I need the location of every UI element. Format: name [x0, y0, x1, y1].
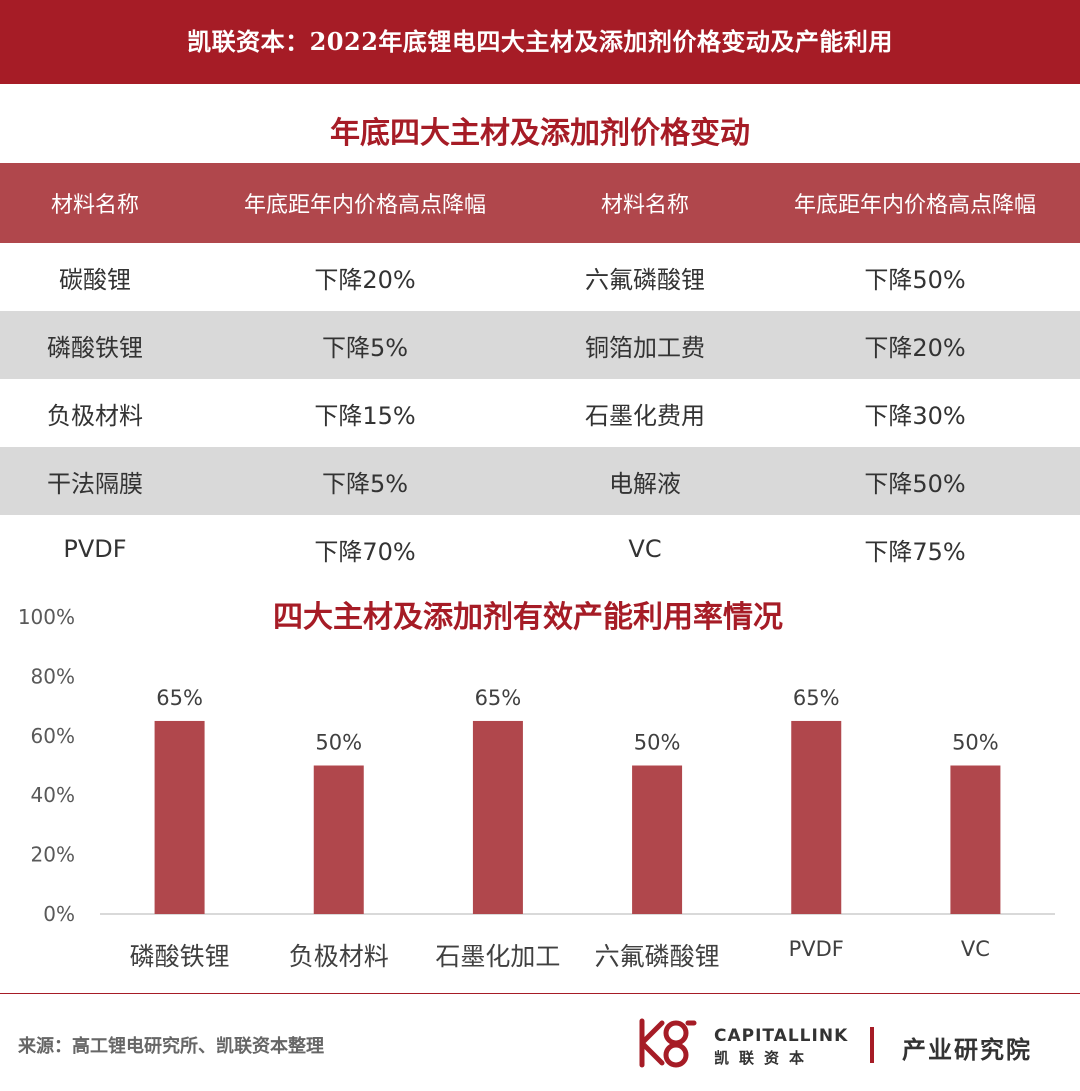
- column-header: 年底距年内价格高点降幅: [190, 163, 540, 243]
- source-note: 来源：高工锂电研究所、凯联资本整理: [18, 1036, 324, 1057]
- x-tick-label: PVDF: [789, 937, 844, 961]
- y-tick-label: 80%: [31, 664, 75, 688]
- header-banner: 凯联资本：2022年底锂电四大主材及添加剂价格变动及产能利用: [0, 0, 1080, 84]
- y-tick-label: 0%: [43, 902, 75, 926]
- table-cell: PVDF: [63, 535, 127, 563]
- table-cell: 下降5%: [190, 311, 540, 379]
- bar: [950, 765, 1001, 914]
- bar: [313, 765, 364, 914]
- table-cell: 磷酸铁锂: [0, 311, 190, 379]
- table-cell: 电解液: [540, 447, 750, 515]
- bar: [472, 720, 523, 914]
- institute-name: 产业研究院: [902, 1035, 1032, 1064]
- x-tick-label: 石墨化加工: [435, 942, 560, 971]
- x-tick-label: 磷酸铁锂: [130, 942, 230, 971]
- capitallink-logo-icon: [639, 1018, 697, 1068]
- table-cell: 干法隔膜: [0, 447, 190, 515]
- column-header: 材料名称: [540, 163, 750, 243]
- table-cell: VC: [628, 535, 662, 563]
- bar: [154, 720, 205, 914]
- table-cell: 下降75%: [864, 537, 966, 566]
- data-label: 50%: [952, 731, 999, 755]
- y-tick-label: 20%: [31, 843, 75, 867]
- table-cell: 铜箔加工费: [540, 311, 750, 379]
- table-header-row: 材料名称 年底距年内价格高点降幅 材料名称 年底距年内价格高点降幅: [0, 163, 1080, 243]
- table-row: 负极材料 下降15% 石墨化费用 下降30%: [0, 379, 1080, 447]
- table-cell: 下降20%: [750, 311, 1080, 379]
- chart-title: 四大主材及添加剂有效产能利用率情况: [273, 600, 783, 635]
- price-change-table: 材料名称 年底距年内价格高点降幅 材料名称 年底距年内价格高点降幅 碳酸锂 下降…: [0, 163, 1080, 583]
- header-title: 凯联资本：2022年底锂电四大主材及添加剂价格变动及产能利用: [187, 27, 893, 56]
- x-tick-label: VC: [961, 937, 990, 961]
- table-cell: 下降30%: [864, 401, 966, 430]
- data-label: 50%: [315, 731, 362, 755]
- table-row: 干法隔膜 下降5% 电解液 下降50%: [0, 447, 1080, 515]
- table-cell: 下降5%: [190, 447, 540, 515]
- bar: [791, 720, 842, 914]
- data-label: 65%: [475, 686, 522, 710]
- logo-separator: [870, 1027, 874, 1063]
- y-tick-label: 100%: [18, 605, 75, 629]
- x-tick-label: 负极材料: [289, 942, 389, 971]
- table-cell: 六氟磷酸锂: [585, 265, 705, 294]
- x-tick-label: 六氟磷酸锂: [595, 942, 720, 971]
- table-row: 磷酸铁锂 下降5% 铜箔加工费 下降20%: [0, 311, 1080, 379]
- y-tick-label: 40%: [31, 783, 75, 807]
- column-header: 年底距年内价格高点降幅: [750, 163, 1080, 243]
- data-label: 65%: [156, 686, 203, 710]
- table-cell: 碳酸锂: [59, 265, 131, 294]
- table-row: PVDF 下降70% VC 下降75%: [0, 515, 1080, 583]
- table-row: 碳酸锂 下降20% 六氟磷酸锂 下降50%: [0, 243, 1080, 311]
- table-cell: 负极材料: [47, 401, 143, 430]
- table-cell: 下降70%: [314, 537, 416, 566]
- column-header: 材料名称: [0, 163, 190, 243]
- data-label: 50%: [634, 731, 681, 755]
- bar: [632, 765, 683, 914]
- y-tick-label: 60%: [31, 724, 75, 748]
- table-cell: 下降15%: [314, 401, 416, 430]
- table-cell: 下降50%: [864, 265, 966, 294]
- footer-divider: [0, 993, 1080, 994]
- logo-wordmark-en: CAPITALLINK: [714, 1026, 849, 1046]
- table-cell: 下降50%: [750, 447, 1080, 515]
- table-title: 年底四大主材及添加剂价格变动: [330, 116, 750, 151]
- table-cell: 下降20%: [314, 265, 416, 294]
- data-label: 65%: [793, 686, 840, 710]
- table-cell: 石墨化费用: [585, 401, 705, 430]
- logo-wordmark-cn: 凯联资本: [714, 1049, 815, 1067]
- utilization-bar-chart: 四大主材及添加剂有效产能利用率情况 0% 20% 40% 60% 80% 100% 65% 磷酸…: [18, 600, 1055, 971]
